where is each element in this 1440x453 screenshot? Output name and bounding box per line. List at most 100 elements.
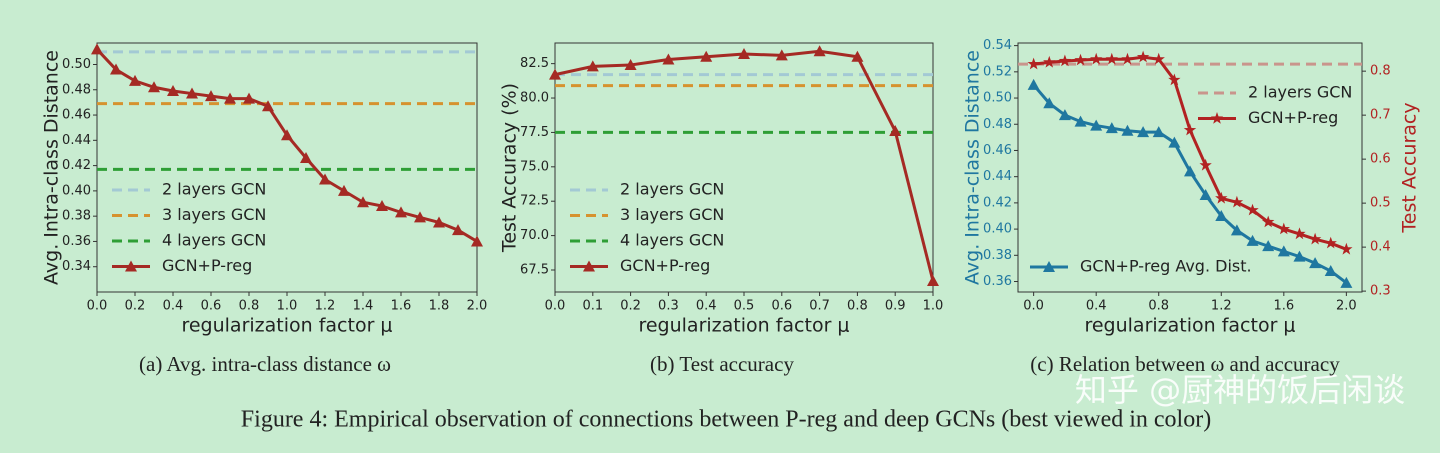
x-tick-label: 0.5 bbox=[734, 299, 755, 314]
data-point bbox=[1137, 126, 1150, 138]
y-tick-label: 0.52 bbox=[983, 64, 1012, 79]
data-point bbox=[1230, 224, 1243, 236]
data-point bbox=[775, 49, 788, 61]
data-point bbox=[110, 63, 122, 75]
data-point bbox=[1152, 52, 1165, 65]
legend-label: 3 layers GCN bbox=[162, 205, 266, 224]
x-tick-label: 0.8 bbox=[239, 299, 260, 314]
data-point bbox=[395, 206, 407, 218]
data-point bbox=[1168, 73, 1181, 86]
x-axis-label: regularization factor μ bbox=[1084, 315, 1295, 337]
data-point bbox=[281, 129, 293, 141]
data-point bbox=[1262, 215, 1275, 228]
legend-label: 2 layers GCN bbox=[620, 180, 724, 199]
legend-label: GCN+P-reg Avg. Dist. bbox=[1080, 257, 1252, 276]
plot-frame bbox=[554, 42, 934, 293]
data-point bbox=[129, 74, 141, 86]
data-point bbox=[1215, 191, 1228, 204]
x-tick-label: 1.6 bbox=[1273, 299, 1294, 314]
data-point bbox=[1308, 232, 1322, 245]
x-tick-label: 0.4 bbox=[1086, 299, 1107, 314]
data-point bbox=[1043, 97, 1056, 109]
plot-frame bbox=[1017, 42, 1363, 293]
subfigure-caption: (a) Avg. intra-class distance ω bbox=[139, 352, 391, 376]
y-tick-label: 0.50 bbox=[62, 57, 91, 72]
data-point bbox=[262, 100, 274, 112]
data-point bbox=[1309, 257, 1322, 269]
y-axis-label: Avg. Intra-class Distance bbox=[962, 50, 984, 285]
y-tick-label: 75.0 bbox=[520, 159, 549, 174]
y-tick-label: 0.36 bbox=[62, 234, 91, 249]
data-point bbox=[1246, 203, 1259, 216]
data-point bbox=[1183, 123, 1197, 136]
x-tick-label: 1.8 bbox=[429, 299, 450, 314]
data-point bbox=[1262, 240, 1275, 252]
y-tick-label: 0.40 bbox=[983, 222, 1012, 237]
data-point bbox=[452, 224, 464, 236]
y2-tick-label: 0.6 bbox=[1370, 152, 1391, 167]
data-point bbox=[1090, 119, 1103, 131]
data-point bbox=[927, 274, 939, 286]
y-tick-label: 0.54 bbox=[983, 38, 1012, 53]
data-point bbox=[1105, 52, 1118, 65]
data-point bbox=[1090, 52, 1103, 65]
data-point bbox=[319, 173, 331, 185]
y-tick-label: 0.48 bbox=[983, 117, 1012, 132]
legend-marker bbox=[1043, 261, 1055, 272]
data-point bbox=[1136, 50, 1150, 63]
data-point bbox=[851, 50, 864, 62]
y-tick-label: 0.46 bbox=[983, 143, 1012, 158]
y2-tick-label: 0.8 bbox=[1370, 64, 1391, 79]
data-point bbox=[414, 211, 426, 223]
data-point bbox=[1293, 250, 1306, 262]
y-tick-label: 0.40 bbox=[62, 183, 91, 198]
data-point bbox=[357, 196, 369, 208]
data-point bbox=[586, 60, 599, 72]
x-tick-label: 1.6 bbox=[391, 299, 412, 314]
data-point bbox=[300, 152, 312, 164]
x-tick-label: 0.3 bbox=[658, 299, 679, 314]
y-axis-label: Avg. Intra-class Distance bbox=[41, 50, 63, 285]
x-tick-label: 0.7 bbox=[809, 299, 830, 314]
data-point bbox=[376, 200, 388, 212]
legend-label: 2 layers GCN bbox=[162, 180, 266, 199]
y-tick-label: 80.0 bbox=[520, 91, 549, 106]
legend-label: 4 layers GCN bbox=[162, 231, 266, 250]
data-point bbox=[1340, 276, 1353, 288]
x-tick-label: 0.2 bbox=[620, 299, 641, 314]
data-point bbox=[1152, 126, 1165, 138]
data-point bbox=[1074, 53, 1087, 66]
y-axis-label: Test Accuracy (%) bbox=[499, 83, 521, 253]
legend-marker bbox=[583, 260, 595, 272]
x-tick-label: 1.0 bbox=[277, 299, 298, 314]
y-tick-label: 0.48 bbox=[62, 82, 91, 97]
data-point bbox=[433, 216, 445, 228]
x-tick-label: 0.2 bbox=[125, 299, 146, 314]
data-point bbox=[738, 48, 750, 60]
legend-label: GCN+P-reg bbox=[162, 256, 252, 275]
y-tick-label: 0.36 bbox=[983, 274, 1012, 289]
subfigure-caption: (b) Test accuracy bbox=[650, 352, 794, 376]
y2-axis-label: Test Accuracy bbox=[1399, 102, 1421, 233]
data-point bbox=[1277, 245, 1290, 257]
x-tick-label: 1.4 bbox=[353, 299, 374, 314]
x-tick-label: 0.9 bbox=[885, 299, 906, 314]
data-point bbox=[1105, 122, 1118, 134]
legend-marker bbox=[1210, 112, 1224, 124]
legend-label: 3 layers GCN bbox=[620, 205, 724, 224]
y2-tick-label: 0.3 bbox=[1370, 284, 1391, 299]
data-point bbox=[471, 235, 483, 247]
x-axis-label: regularization factor μ bbox=[638, 315, 849, 337]
figure-caption: Figure 4: Empirical observation of conne… bbox=[241, 407, 1211, 433]
data-point bbox=[1058, 54, 1072, 67]
y2-tick-label: 0.5 bbox=[1370, 196, 1391, 211]
y-tick-label: 0.42 bbox=[983, 195, 1012, 210]
data-point bbox=[1074, 115, 1087, 127]
x-tick-label: 0.6 bbox=[771, 299, 792, 314]
data-point bbox=[1121, 124, 1134, 136]
data-point bbox=[1058, 109, 1071, 121]
x-tick-label: 0.1 bbox=[582, 299, 603, 314]
y-tick-label: 82.5 bbox=[520, 56, 549, 71]
data-point bbox=[186, 87, 198, 99]
